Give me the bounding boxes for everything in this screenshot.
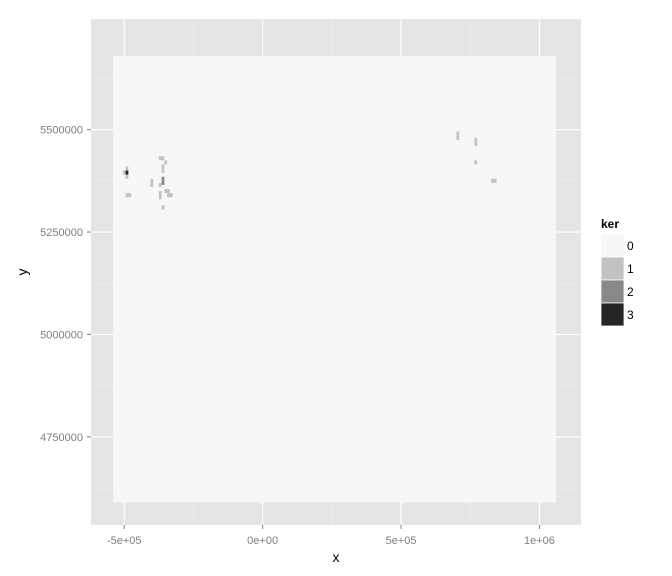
legend-label: 0	[627, 239, 634, 253]
raster-cells	[122, 131, 497, 210]
raster-cell	[161, 168, 165, 173]
raster-cell	[474, 141, 478, 147]
raster-cell	[167, 193, 170, 198]
legend: ker 0 1 2 3	[600, 217, 634, 327]
x-tick-label: 1e+06	[524, 535, 555, 547]
raster-cell	[456, 135, 460, 140]
x-tick-label: -5e+05	[107, 535, 142, 547]
x-axis-title: x	[333, 549, 340, 565]
raster-background	[113, 55, 557, 503]
raster-cell	[150, 182, 154, 187]
raster-cell	[125, 166, 129, 171]
legend-key	[600, 256, 625, 281]
y-tick-label: 5000000	[40, 329, 83, 341]
y-tick-label: 5500000	[40, 125, 83, 137]
raster-cell	[161, 180, 165, 185]
raster-cell	[125, 170, 129, 175]
raster-cell	[161, 176, 165, 181]
raster-cell	[456, 131, 460, 136]
raster-cell	[474, 137, 478, 142]
legend-key	[600, 302, 625, 327]
raster-cell	[167, 189, 170, 194]
x-tick-label: 5e+05	[386, 535, 417, 547]
x-axis: -5e+05 0e+00 5e+05 1e+06	[107, 525, 555, 547]
raster-cell	[493, 178, 497, 183]
raster-cell	[161, 156, 165, 161]
raster-cell	[161, 205, 165, 210]
raster-cell	[491, 178, 494, 183]
legend-title: ker	[601, 217, 619, 231]
raster-cell	[150, 178, 154, 183]
raster-cell	[164, 160, 168, 165]
y-axis-title: y	[14, 269, 30, 276]
raster-cell	[122, 170, 126, 175]
raster-cell	[474, 160, 478, 165]
raster-cell	[158, 156, 162, 161]
y-axis: 4750000 5000000 5250000 5500000	[40, 125, 91, 444]
y-tick-label: 4750000	[40, 432, 83, 444]
raster-cell	[158, 191, 162, 196]
raster-cell	[164, 189, 168, 194]
raster-cell	[161, 164, 165, 169]
y-tick-label: 5250000	[40, 227, 83, 239]
legend-label: 1	[627, 262, 634, 276]
legend-label: 3	[627, 308, 634, 322]
raster-cell	[125, 174, 129, 179]
legend-label: 2	[627, 285, 634, 299]
raster-cell	[125, 193, 129, 198]
raster-cell	[169, 193, 173, 198]
raster-cell	[158, 182, 162, 187]
legend-key	[600, 233, 625, 258]
raster-cell	[158, 195, 162, 200]
legend-key	[600, 279, 625, 304]
x-tick-label: 0e+00	[247, 535, 278, 547]
raster-cell	[128, 193, 132, 198]
